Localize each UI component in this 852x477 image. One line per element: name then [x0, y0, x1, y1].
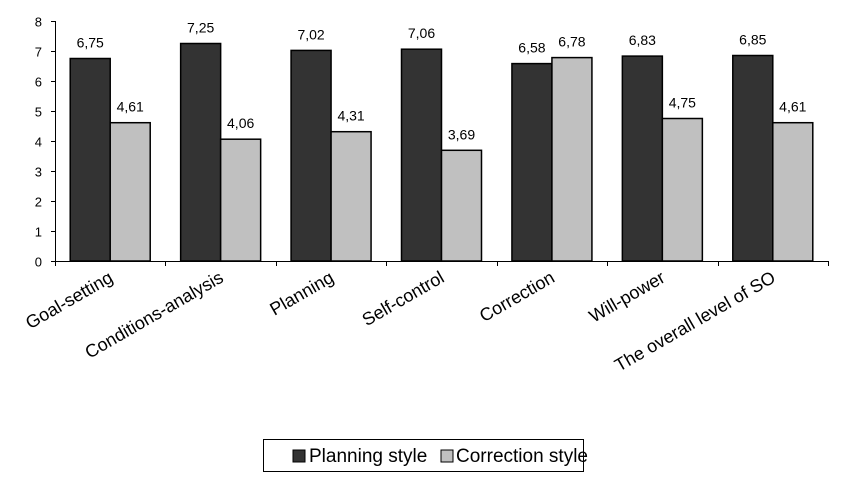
- bar-correction-style-self-control: [440, 149, 483, 262]
- legend-box: [263, 439, 584, 472]
- value-label-planning-style-self-control: 7,06: [408, 25, 435, 41]
- value-label-correction-style-conditions-analysis: 4,06: [227, 115, 254, 131]
- y-tick-label: 2: [35, 195, 42, 210]
- bar-planning-style-will-power: [621, 55, 664, 262]
- category-label-goal-setting: Goal-setting: [22, 267, 116, 333]
- bar-planning-style-self-control: [400, 48, 443, 262]
- category-label-will-power: Will-power: [586, 267, 669, 326]
- y-axis: 0 1 2 3 4 5 6 7 8: [35, 15, 56, 270]
- value-label-correction-style-goal-setting: 4,61: [117, 99, 144, 115]
- value-label-correction-style-correction: 6,78: [558, 34, 585, 50]
- value-label-planning-style-will-power: 6,83: [629, 32, 656, 48]
- category-label-self-control: Self-control: [359, 267, 448, 330]
- category-label-correction: Correction: [476, 267, 558, 326]
- bar-correction-style-will-power: [661, 117, 704, 262]
- value-label-correction-style-the-overall-level-of-so: 4,61: [779, 99, 806, 115]
- bar-correction-style-goal-setting: [109, 121, 151, 262]
- y-tick-label: 3: [35, 165, 42, 180]
- bar-correction-style-correction: [551, 56, 593, 262]
- value-labels: 6,75 4,61 7,25 4,06 7,02 4,31 7,06 3,69 6,58 6,78…: [77, 20, 807, 143]
- bar-planning-style-planning: [290, 49, 332, 262]
- y-tick-label: 6: [35, 75, 42, 90]
- y-tick-label: 5: [35, 105, 42, 120]
- value-label-correction-style-planning: 4,31: [337, 108, 364, 124]
- legend-swatch-planning-style: [292, 449, 306, 463]
- legend-swatch-correction-style: [440, 449, 454, 463]
- bar-planning-style-correction: [511, 62, 553, 262]
- value-label-planning-style-goal-setting: 6,75: [77, 35, 104, 51]
- value-label-correction-style-self-control: 3,69: [448, 126, 475, 142]
- bar-correction-style-the-overall-level-of-so: [772, 121, 814, 262]
- bars: [69, 42, 814, 262]
- y-tick-label: 1: [35, 225, 42, 240]
- y-tick-label: 4: [35, 135, 42, 150]
- value-label-planning-style-planning: 7,02: [297, 26, 324, 42]
- bar-correction-style-conditions-analysis: [219, 138, 262, 262]
- value-label-correction-style-will-power: 4,75: [669, 95, 696, 111]
- y-tick-label: 8: [35, 15, 42, 30]
- legend-label-planning-style: Planning style: [309, 446, 427, 467]
- legend: Planning style Correction style: [263, 439, 588, 472]
- bar-planning-style-conditions-analysis: [179, 42, 222, 262]
- bar-planning-style-goal-setting: [69, 57, 111, 262]
- y-tick-label: 7: [35, 45, 42, 60]
- y-tick-label: 0: [35, 255, 42, 270]
- bar-correction-style-planning: [330, 130, 372, 262]
- legend-label-correction-style: Correction style: [456, 446, 588, 467]
- value-label-planning-style-the-overall-level-of-so: 6,85: [739, 32, 766, 48]
- bar-planning-style-the-overall-level-of-so: [732, 54, 774, 262]
- value-label-planning-style-correction: 6,58: [518, 40, 545, 56]
- value-label-planning-style-conditions-analysis: 7,25: [187, 20, 214, 36]
- category-label-planning: Planning: [266, 267, 337, 319]
